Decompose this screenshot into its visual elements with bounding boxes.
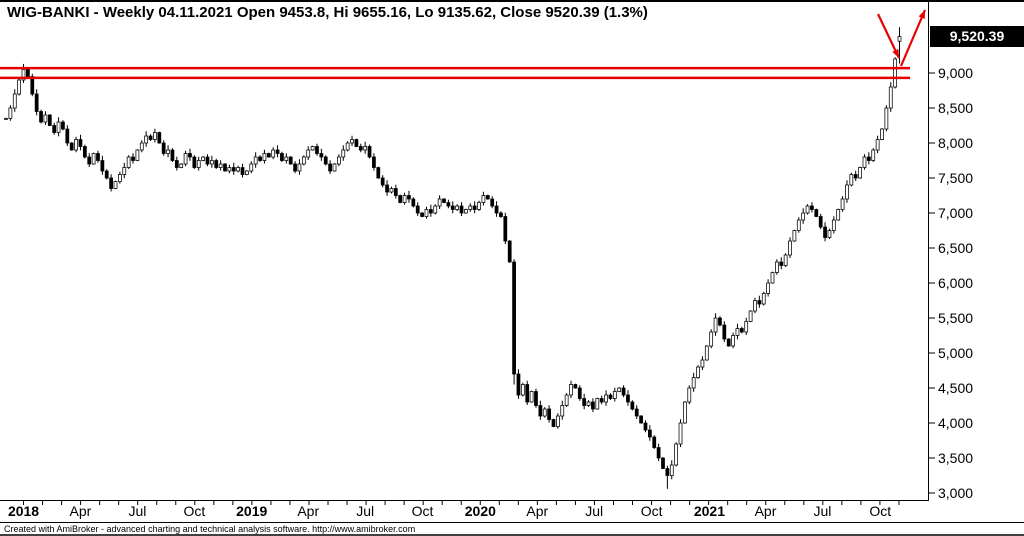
last-price-badge: 9,520.39	[930, 26, 1024, 48]
chart-title: WIG-BANKI - Weekly 04.11.2021 Open 9453.…	[7, 4, 648, 21]
footer-credit: Created with AmiBroker - advanced charti…	[4, 524, 416, 534]
